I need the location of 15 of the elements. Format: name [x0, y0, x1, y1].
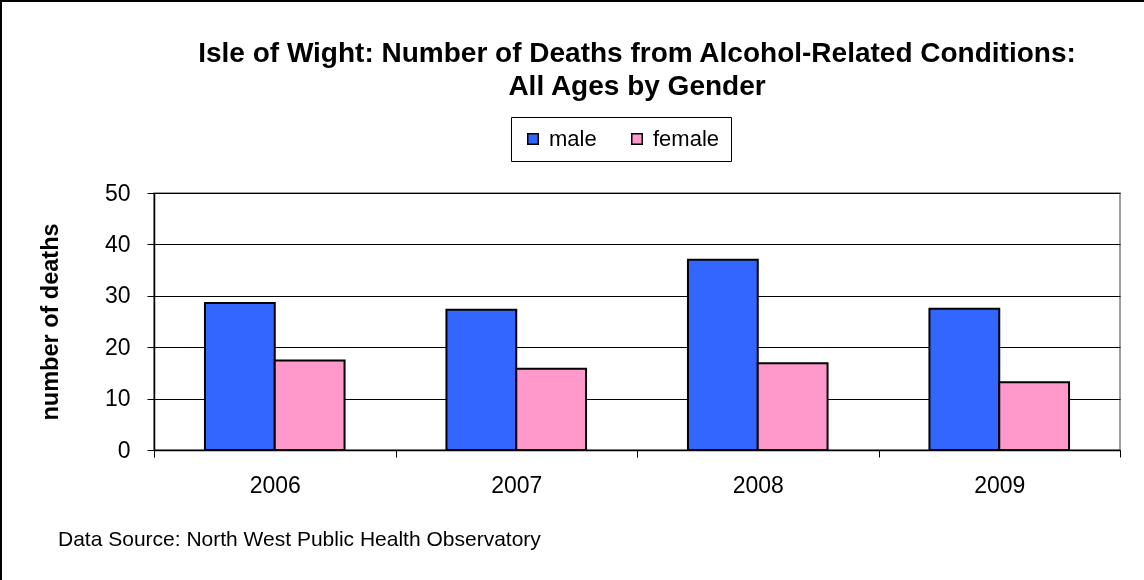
source-note: Data Source: North West Public Health Observatory — [58, 527, 541, 551]
y-tick-label: 30 — [104, 282, 131, 309]
y-tick-label: 40 — [104, 230, 131, 257]
y-axis-title: number of deaths — [36, 223, 63, 421]
x-tick-label: 2008 — [732, 471, 784, 498]
y-tick-label: 50 — [104, 179, 131, 206]
x-tick-label: 2006 — [249, 471, 301, 498]
y-tick-label: 10 — [104, 385, 131, 412]
chart-title: Isle of Wight: Number of Deaths from Alcohol-Related Conditions: All Ages by Gender — [198, 36, 1076, 101]
x-tick-label: 2009 — [974, 471, 1026, 498]
legend-label: male — [549, 126, 597, 151]
y-tick-label: 0 — [117, 436, 131, 463]
y-tick-label: 20 — [104, 333, 131, 360]
legend-label: female — [653, 126, 720, 151]
x-tick-label: 2007 — [491, 471, 543, 498]
